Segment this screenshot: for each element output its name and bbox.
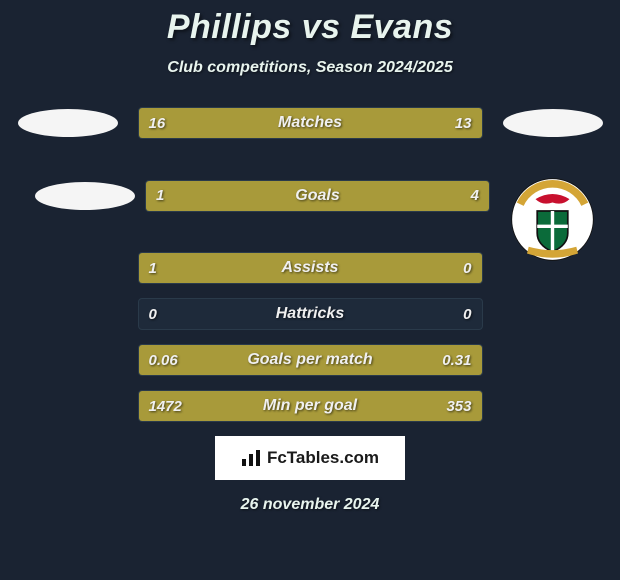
stat-right-value: 0	[463, 299, 471, 329]
stat-bar-goals: 1 Goals 4	[145, 180, 490, 212]
stat-label: Hattricks	[139, 299, 482, 329]
stat-right-value: 13	[455, 108, 472, 138]
stats-icon	[241, 449, 261, 467]
stat-right-value: 0	[463, 253, 471, 283]
stat-row: 1472 Min per goal 353	[0, 390, 620, 422]
stat-bar-gpm: 0.06 Goals per match 0.31	[138, 344, 483, 376]
stat-right-value: 4	[471, 181, 479, 211]
stat-right-value: 0.31	[442, 345, 471, 375]
stat-label: Goals	[146, 181, 489, 211]
stat-row: 0 Hattricks 0	[0, 298, 620, 330]
stat-label: Assists	[139, 253, 482, 283]
stat-label: Min per goal	[139, 391, 482, 421]
page-title: Phillips vs Evans	[0, 8, 620, 47]
stat-bar-hattricks: 0 Hattricks 0	[138, 298, 483, 330]
crest-icon	[510, 177, 595, 262]
fctables-label: FcTables.com	[267, 448, 379, 468]
left-team-oval	[18, 109, 118, 137]
stat-label: Goals per match	[139, 345, 482, 375]
subtitle: Club competitions, Season 2024/2025	[0, 59, 620, 77]
right-team-crest	[510, 177, 595, 262]
stat-label: Matches	[139, 108, 482, 138]
comparison-infographic: Phillips vs Evans Club competitions, Sea…	[0, 0, 620, 514]
stat-right-value: 353	[446, 391, 471, 421]
left-team-oval-2	[35, 182, 135, 210]
stat-row: 1 Goals 4	[0, 153, 620, 238]
stat-bar-assists: 1 Assists 0	[138, 252, 483, 284]
attribution: FcTables.com	[0, 436, 620, 480]
right-team-oval	[503, 109, 603, 137]
stat-row: 16 Matches 13	[0, 107, 620, 139]
stat-bar-matches: 16 Matches 13	[138, 107, 483, 139]
stat-bar-mpg: 1472 Min per goal 353	[138, 390, 483, 422]
stat-row: 0.06 Goals per match 0.31	[0, 344, 620, 376]
fctables-badge: FcTables.com	[215, 436, 405, 480]
date-text: 26 november 2024	[0, 496, 620, 514]
